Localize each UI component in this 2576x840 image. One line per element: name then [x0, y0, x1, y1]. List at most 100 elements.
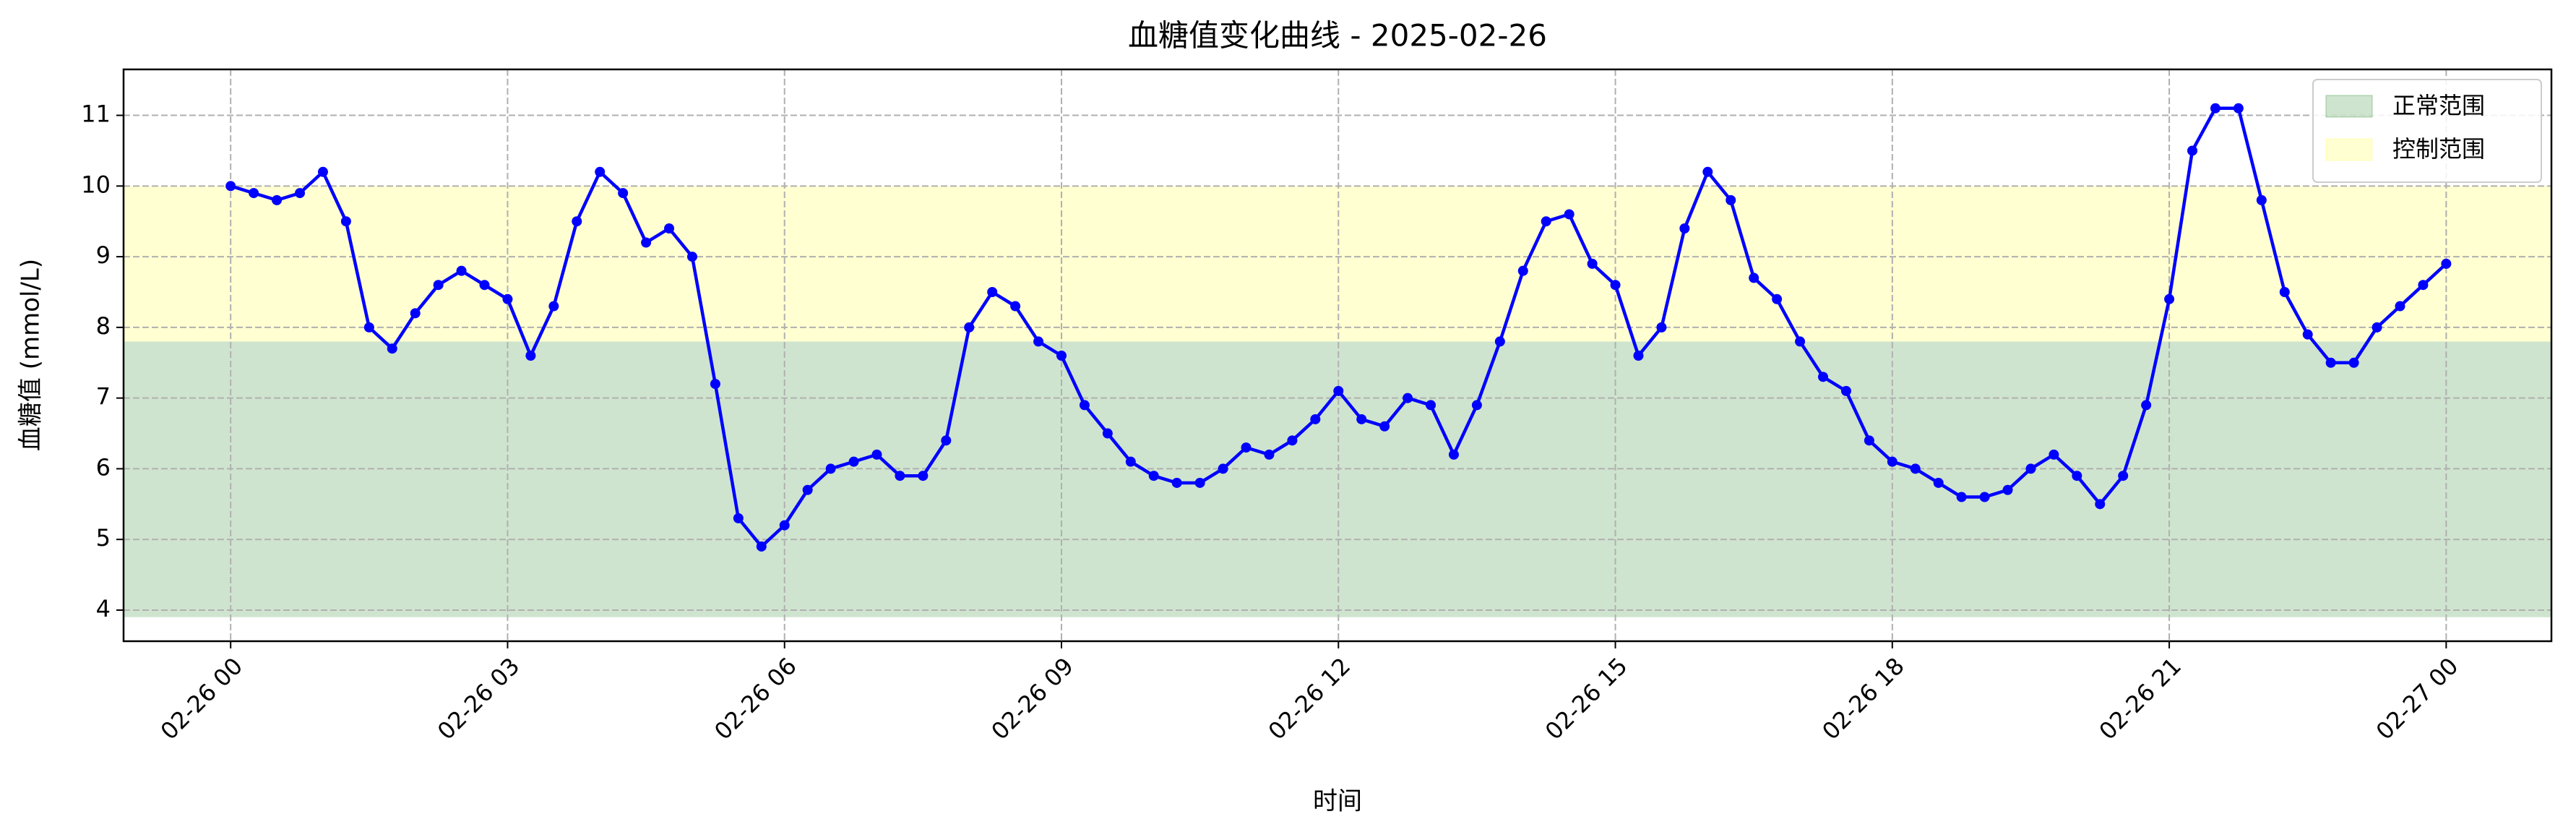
legend-box [2312, 79, 2542, 183]
data-point [871, 449, 882, 460]
data-point [1749, 273, 1759, 283]
data-point [802, 484, 813, 495]
data-point [272, 194, 283, 205]
data-point [686, 252, 697, 262]
data-point [548, 301, 559, 312]
data-point [1494, 336, 1505, 347]
data-point [964, 322, 975, 333]
data-point [1956, 492, 1967, 502]
data-point [1656, 322, 1667, 333]
data-point [479, 280, 490, 291]
y-tick-label: 9 [96, 241, 111, 269]
data-point [1356, 413, 1367, 424]
data-point [295, 188, 306, 199]
data-point [2072, 471, 2082, 481]
data-point [2302, 329, 2313, 340]
data-point [525, 350, 536, 361]
data-point [1079, 400, 1090, 411]
data-point [1148, 471, 1159, 481]
data-point [1264, 449, 1275, 460]
data-point [1910, 463, 1921, 474]
y-axis-label: 血糖值 (mmol/L) [17, 259, 46, 451]
legend-swatch [2325, 138, 2373, 161]
data-point [641, 237, 652, 248]
data-point [848, 456, 859, 467]
data-point [618, 188, 629, 199]
x-axis-label: 时间 [1313, 787, 1362, 816]
legend-swatch [2325, 95, 2373, 118]
data-point [895, 471, 905, 481]
plot-frame [122, 68, 2553, 643]
data-point [2325, 357, 2336, 368]
data-point [941, 435, 952, 446]
data-point [756, 541, 767, 552]
legend-label: 控制范围 [2392, 135, 2485, 163]
data-point [2118, 471, 2129, 481]
data-point [1333, 385, 1344, 396]
data-point [225, 181, 236, 192]
data-point [317, 166, 328, 177]
data-point [1448, 449, 1459, 460]
data-point [1541, 216, 1551, 227]
data-point [387, 343, 397, 354]
range-band [124, 341, 2551, 617]
data-point [2141, 400, 2152, 411]
data-point [1403, 393, 1413, 403]
data-point [918, 471, 929, 481]
data-point [1194, 477, 1205, 488]
data-point [1979, 492, 1990, 502]
data-point [2164, 293, 2175, 304]
data-point [1840, 385, 1851, 396]
data-point [1772, 293, 1783, 304]
data-point [1471, 400, 1482, 411]
data-point [1864, 435, 1874, 446]
data-point [456, 265, 467, 276]
data-point [249, 188, 259, 199]
data-point [1218, 463, 1228, 474]
data-point [433, 280, 444, 291]
data-point [2025, 463, 2036, 474]
data-point [2279, 286, 2290, 297]
y-tick-label: 6 [96, 453, 111, 481]
data-point [1679, 223, 1690, 233]
data-point [2348, 357, 2359, 368]
data-point [572, 216, 582, 227]
data-point [1287, 435, 1298, 446]
data-point [502, 293, 513, 304]
data-point [825, 463, 836, 474]
data-point [1171, 477, 1182, 488]
data-point [710, 379, 720, 390]
data-point [2049, 449, 2059, 460]
data-point [1564, 209, 1575, 220]
data-point [733, 513, 744, 523]
data-point [1033, 336, 1044, 347]
data-point [1610, 280, 1621, 291]
data-point [664, 223, 675, 233]
data-point [2256, 194, 2267, 205]
data-point [1517, 265, 1528, 276]
data-point [1887, 456, 1897, 467]
data-point [1310, 413, 1321, 424]
chart-title: 血糖值变化曲线 - 2025-02-26 [1128, 18, 1547, 53]
data-point [2372, 322, 2382, 333]
data-point [2233, 103, 2244, 113]
data-point [2418, 280, 2429, 291]
legend-label: 正常范围 [2392, 92, 2485, 119]
data-point [2187, 145, 2198, 156]
data-point [2095, 499, 2106, 510]
data-point [1726, 194, 1736, 205]
data-point [1633, 350, 1644, 361]
y-tick-label: 11 [81, 100, 111, 128]
data-point [1587, 258, 1598, 269]
data-point [987, 286, 998, 297]
data-point [1379, 421, 1390, 432]
y-tick-label: 4 [96, 595, 111, 622]
data-point [340, 216, 351, 227]
data-point [2395, 301, 2405, 312]
data-point [1702, 166, 1713, 177]
data-point [779, 520, 790, 531]
range-band [124, 186, 2551, 342]
y-tick-label: 5 [96, 524, 111, 552]
